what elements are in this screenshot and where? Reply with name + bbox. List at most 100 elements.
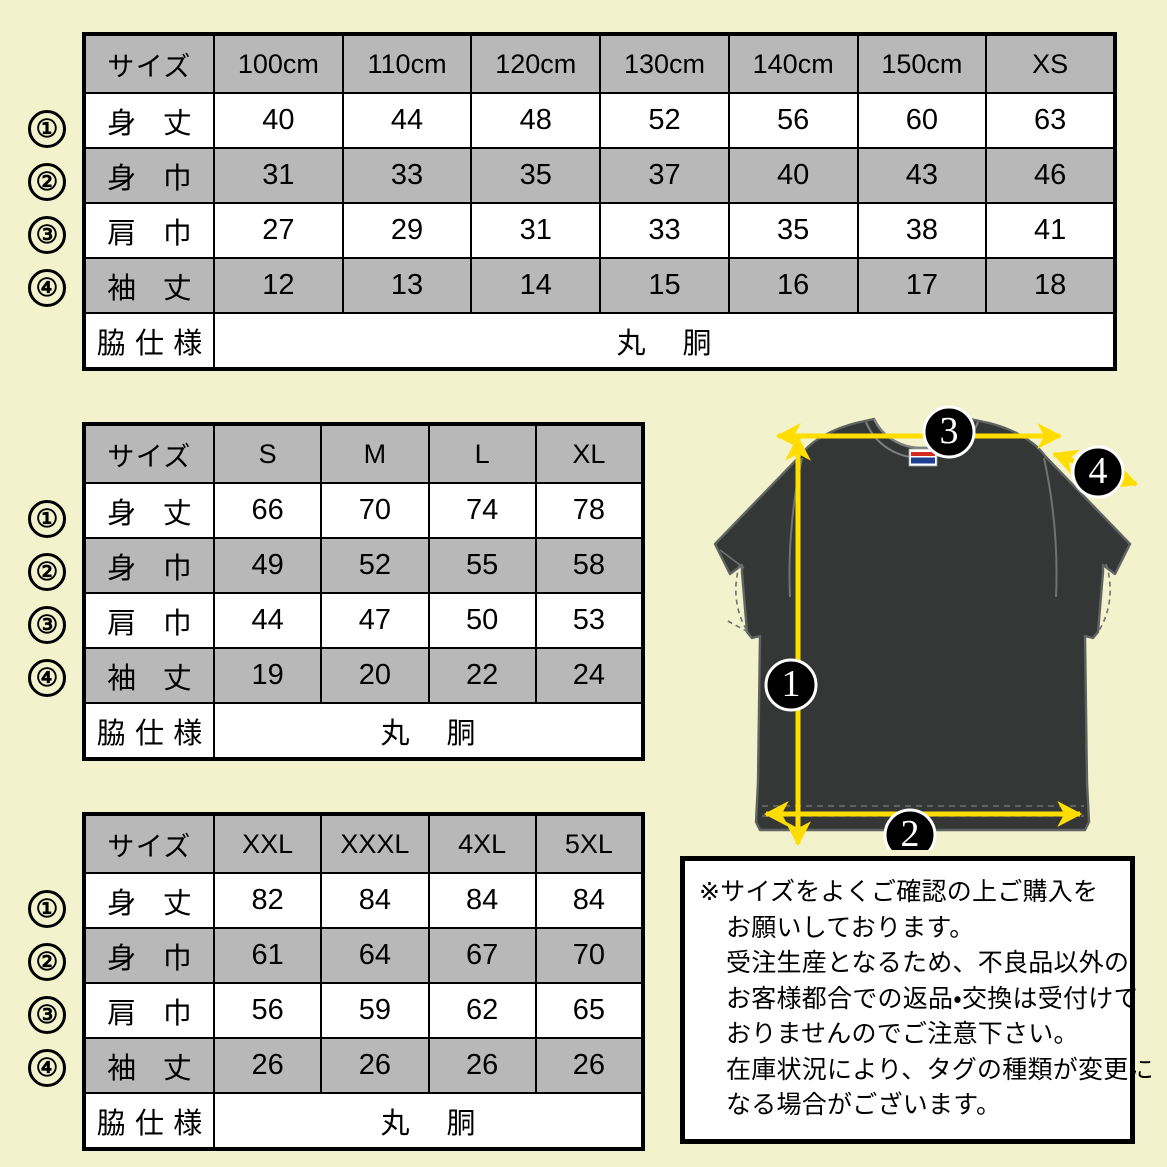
row-label: 肩 巾 <box>83 982 215 1039</box>
cell: 17 <box>856 257 988 314</box>
notice-line: 受注生産となるため、不良品以外の <box>726 949 1130 977</box>
svg-text:1: 1 <box>782 663 801 705</box>
cell: 70 <box>320 482 430 539</box>
marker-1-adult: ① <box>28 500 66 538</box>
column-header: 120cm <box>470 33 602 94</box>
row-label-side-spec: 脇仕様 <box>83 702 215 760</box>
cell: 56 <box>727 92 859 149</box>
purchase-notice: ※サイズをよくご確認の上ご購入を お願いしております。 受注生産となるため、不良… <box>680 856 1154 1144</box>
cell: 27 <box>213 202 344 259</box>
column-header: S <box>212 423 323 484</box>
cell: 26 <box>320 1037 430 1094</box>
row-label-side-spec: 脇仕様 <box>83 312 215 370</box>
column-header: 4XL <box>427 813 537 874</box>
cell: 78 <box>534 482 645 539</box>
column-header: XS <box>985 33 1116 94</box>
tshirt-diagram: 1 2 3 4 <box>713 405 1139 850</box>
row-label: 袖 丈 <box>83 647 215 704</box>
cell: 62 <box>427 982 537 1039</box>
neck-label-icon <box>908 448 938 467</box>
cell: 33 <box>341 147 473 204</box>
cell: 20 <box>320 647 430 704</box>
row-label: 身 丈 <box>83 482 215 539</box>
tshirt-illustration <box>713 417 1132 832</box>
cell: 29 <box>341 202 473 259</box>
column-header: XL <box>534 423 645 484</box>
table-row: 袖 丈 26 26 26 26 <box>83 1037 645 1094</box>
marker-2-kids: ② <box>28 163 66 201</box>
cell: 31 <box>213 147 344 204</box>
cell: 38 <box>856 202 988 259</box>
cell: 64 <box>320 927 430 984</box>
marker-3-kids: ③ <box>28 216 66 254</box>
cell: 63 <box>985 92 1116 149</box>
row-label: 身 丈 <box>83 92 215 149</box>
callout-badge-1: 1 <box>764 658 818 712</box>
table-row: 肩 巾 44 47 50 53 <box>83 592 645 649</box>
row-label-side-spec: 脇仕様 <box>83 1092 215 1150</box>
cell: 44 <box>212 592 323 649</box>
table-header-row: サイズ 100cm 110cm 120cm 130cm 140cm 150cm … <box>83 33 1116 94</box>
marker-1-kids: ① <box>28 110 66 148</box>
cell: 59 <box>320 982 430 1039</box>
notice-line: ※サイズをよくご確認の上ご購入を <box>699 878 1099 906</box>
cell: 33 <box>599 202 730 259</box>
row-label: 身 巾 <box>83 927 215 984</box>
cell: 60 <box>856 92 988 149</box>
svg-text:3: 3 <box>940 410 959 452</box>
cell: 47 <box>320 592 430 649</box>
cell: 16 <box>727 257 859 314</box>
row-label: 肩 巾 <box>83 202 215 259</box>
column-header: XXL <box>212 813 323 874</box>
callout-badge-2: 2 <box>883 808 937 850</box>
table-row-side-spec: 脇仕様 丸 胴 <box>83 1092 644 1150</box>
cell: 26 <box>534 1037 645 1094</box>
notice-line: 在庫状況により、タグの種類が変更に <box>726 1055 1154 1084</box>
table-row: 身 丈 66 70 74 78 <box>83 482 645 539</box>
cell: 40 <box>213 92 344 149</box>
cell: 52 <box>599 92 730 149</box>
cell: 66 <box>212 482 323 539</box>
cell: 26 <box>427 1037 537 1094</box>
table-row: 肩 巾 27 29 31 33 35 38 41 <box>83 202 1116 259</box>
size-table-adult: サイズ S M L XL 身 丈 66 70 74 78 身 巾 49 52 5… <box>82 422 645 761</box>
table-row: 身 巾 49 52 55 58 <box>83 537 645 594</box>
cell: 84 <box>320 872 430 929</box>
cell: 35 <box>470 147 602 204</box>
cell: 58 <box>534 537 645 594</box>
table-row-side-spec: 脇仕様 丸 胴 <box>83 702 644 760</box>
notice-line: お客様都合での返品・交換は受付けて <box>726 984 1139 1013</box>
table-header-row: サイズ XXL XXXL 4XL 5XL <box>83 813 645 874</box>
size-table-kids: サイズ 100cm 110cm 120cm 130cm 140cm 150cm … <box>82 32 1117 371</box>
column-header: L <box>427 423 537 484</box>
cell: 82 <box>212 872 323 929</box>
column-header: 130cm <box>599 33 730 94</box>
marker-2-big: ② <box>28 943 66 981</box>
column-header: 5XL <box>534 813 645 874</box>
cell: 74 <box>427 482 537 539</box>
cell: 41 <box>985 202 1116 259</box>
cell: 67 <box>427 927 537 984</box>
cell: 24 <box>534 647 645 704</box>
callout-badge-3: 3 <box>922 405 976 459</box>
cell: 70 <box>534 927 645 984</box>
cell: 22 <box>427 647 537 704</box>
cell: 37 <box>599 147 730 204</box>
svg-text:4: 4 <box>1089 450 1108 492</box>
notice-line: お願いしております。 <box>726 913 975 942</box>
cell: 56 <box>212 982 323 1039</box>
cell: 31 <box>470 202 602 259</box>
table-header-row: サイズ S M L XL <box>83 423 645 484</box>
notice-line: おりませんのでご注意下さい。 <box>726 1020 1079 1048</box>
table-row: 肩 巾 56 59 62 65 <box>83 982 645 1039</box>
row-label: 身 丈 <box>83 872 215 929</box>
marker-4-adult: ④ <box>28 659 66 697</box>
cell: 53 <box>534 592 645 649</box>
callout-badge-4: 4 <box>1071 445 1125 499</box>
notice-line: なる場合がございます。 <box>726 1091 1002 1119</box>
size-table-big: サイズ XXL XXXL 4XL 5XL 身 丈 82 84 84 84 身 巾… <box>82 812 645 1151</box>
column-header: 110cm <box>341 33 473 94</box>
row-label: 肩 巾 <box>83 592 215 649</box>
table-row: 袖 丈 12 13 14 15 16 17 18 <box>83 257 1116 314</box>
